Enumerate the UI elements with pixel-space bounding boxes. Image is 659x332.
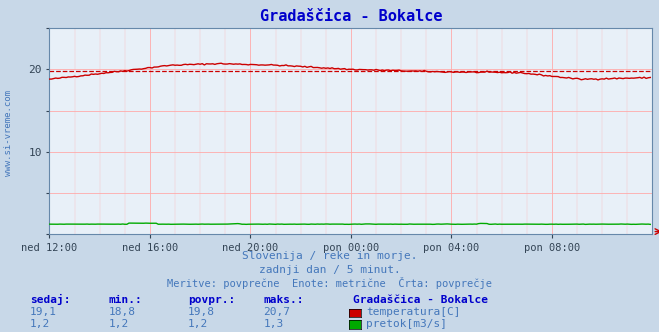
Text: maks.:: maks.: (264, 295, 304, 305)
Text: Slovenija / reke in morje.: Slovenija / reke in morje. (242, 251, 417, 261)
Text: pretok[m3/s]: pretok[m3/s] (366, 319, 447, 329)
Text: 1,2: 1,2 (188, 319, 208, 329)
Text: 18,8: 18,8 (109, 307, 136, 317)
Text: www.si-vreme.com: www.si-vreme.com (4, 90, 13, 176)
Text: 19,8: 19,8 (188, 307, 215, 317)
Text: temperatura[C]: temperatura[C] (366, 307, 461, 317)
Text: 1,2: 1,2 (30, 319, 50, 329)
Text: 20,7: 20,7 (264, 307, 291, 317)
Text: Meritve: povprečne  Enote: metrične  Črta: povprečje: Meritve: povprečne Enote: metrične Črta:… (167, 277, 492, 289)
Text: 1,3: 1,3 (264, 319, 284, 329)
Text: povpr.:: povpr.: (188, 295, 235, 305)
Text: min.:: min.: (109, 295, 142, 305)
Text: zadnji dan / 5 minut.: zadnji dan / 5 minut. (258, 265, 401, 275)
Text: sedaj:: sedaj: (30, 294, 70, 305)
Title: Gradaščica - Bokalce: Gradaščica - Bokalce (260, 9, 442, 24)
Text: 19,1: 19,1 (30, 307, 57, 317)
Text: Gradaščica - Bokalce: Gradaščica - Bokalce (353, 295, 488, 305)
Text: 1,2: 1,2 (109, 319, 129, 329)
